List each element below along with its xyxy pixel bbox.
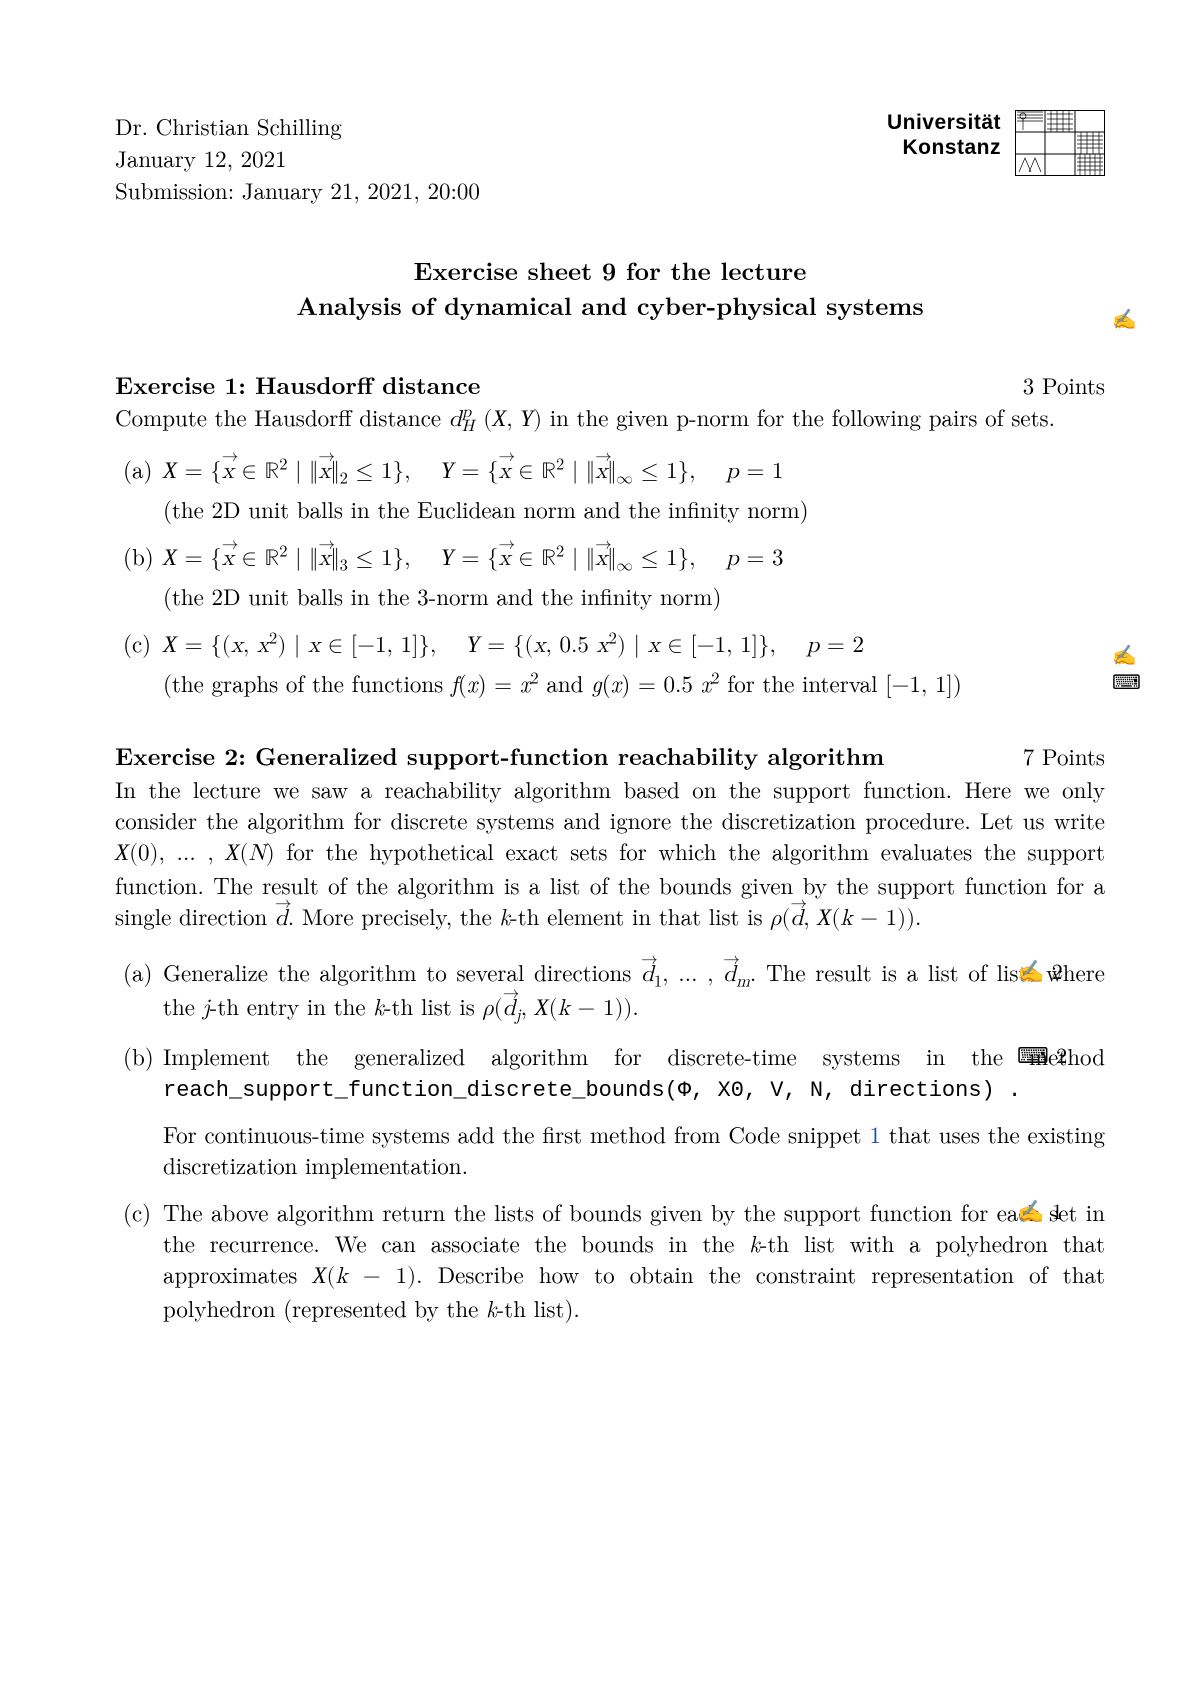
ex2b-margin: ⌨ 2 [1017, 1040, 1077, 1070]
ex2c-margin: ✍ 1 [1017, 1196, 1077, 1226]
ex2b-text-before: Implement the generalized algorithm for … [163, 1039, 1105, 1072]
university-name: Universität Konstanz [887, 110, 1001, 160]
ex2a-margin: ✍ 2 [1017, 956, 1077, 986]
ex1-item-a: X = {x ∈ ℝ2 | ‖x‖2 ≤ 1}, Y = {x ∈ ℝ2 | ‖… [115, 445, 1105, 532]
exercise2-heading-row: Exercise 2: Generalized support-function… [115, 740, 1105, 772]
ex2-item-b: ⌨ 2 Implement the generalized algorithm … [115, 1032, 1105, 1188]
ex1c-note: (the graphs of the functions f(x) = x2 a… [163, 666, 962, 699]
ex1-intro-prefix: Compute the Hausdorff distance [115, 400, 449, 433]
ex1c-sets: X = {(x, x2) | x ∈ [−1, 1]}, Y = {(x, 0.… [163, 634, 864, 657]
document-title: Exercise sheet 9 for the lecture Analysi… [115, 253, 1105, 323]
date: January 12, 2021 [115, 142, 480, 174]
lecturer: Dr. Christian Schilling [115, 110, 480, 142]
ex1-item-c: X = {(x, x2) | x ∈ [−1, 1]}, Y = {(x, 0.… [115, 619, 1105, 706]
ex1a-sets: X = {x ∈ ℝ2 | ‖x‖2 ≤ 1}, Y = {x ∈ ℝ2 | ‖… [163, 460, 784, 483]
university-brand: Universität Konstanz [887, 110, 1105, 176]
header-info: Dr. Christian Schilling January 12, 2021… [115, 110, 480, 207]
title-line1: Exercise sheet 9 for the lecture [115, 253, 1105, 288]
ex1-intro-suffix: in the given p-norm for the following pa… [542, 400, 1055, 433]
exercise2-intro: In the lecture we saw a reachability alg… [115, 773, 1105, 934]
code-snippet-link[interactable]: 1 [869, 1117, 881, 1150]
university-line1: Universität [887, 110, 1001, 135]
ex2-item-c: ✍ 1 The above algorithm return the lists… [115, 1188, 1105, 1331]
title-line2: Analysis of dynamical and cyber-physical… [115, 288, 1105, 323]
exercise1-intro: Compute the Hausdorff distance dpH(X, Y)… [115, 401, 1105, 435]
page: Dr. Christian Schilling January 12, 2021… [0, 0, 1200, 1697]
spacer [115, 706, 1105, 732]
header: Dr. Christian Schilling January 12, 2021… [115, 110, 1105, 207]
exercise2-points: 7 Points [1023, 740, 1105, 771]
exercise2-title: Exercise 2: Generalized support-function… [115, 739, 884, 773]
exercise2-list: ✍ 2 Generalize the algorithm to several … [115, 948, 1105, 1331]
ex2b-code: reach_support_function_discrete_bounds(Φ… [163, 1078, 1021, 1103]
university-logo-icon [1015, 110, 1105, 176]
ex2b-text-after-1: For continuous-time systems add the firs… [163, 1117, 869, 1150]
ex2-item-a: ✍ 2 Generalize the algorithm to several … [115, 948, 1105, 1032]
exercise1-points: 3 Points [1023, 369, 1105, 400]
exercise2-margin-icon: ✍ ⌨ [1112, 640, 1172, 694]
ex1-item-b: X = {x ∈ ℝ2 | ‖x‖3 ≤ 1}, Y = {x ∈ ℝ2 | ‖… [115, 532, 1105, 619]
submission: Submission: January 21, 2021, 20:00 [115, 174, 480, 206]
exercise1-margin-icon: ✍ [1112, 304, 1172, 331]
ex1a-note: (the 2D unit balls in the Euclidean norm… [163, 492, 809, 525]
hausdorff-symbol: dpH(X, Y) [449, 408, 542, 431]
ex1b-note: (the 2D unit balls in the 3-norm and the… [163, 579, 721, 612]
ex1b-sets: X = {x ∈ ℝ2 | ‖x‖3 ≤ 1}, Y = {x ∈ ℝ2 | ‖… [163, 547, 784, 570]
exercise1-title: Exercise 1: Hausdorff distance [115, 368, 480, 402]
university-line2: Konstanz [887, 135, 1001, 160]
exercise1-list: X = {x ∈ ℝ2 | ‖x‖2 ≤ 1}, Y = {x ∈ ℝ2 | ‖… [115, 445, 1105, 706]
exercise1-heading-row: Exercise 1: Hausdorff distance 3 Points [115, 369, 1105, 401]
